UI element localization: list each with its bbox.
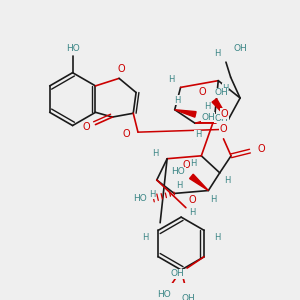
Text: H: H [214,233,220,242]
Text: H: H [153,149,159,158]
Text: H: H [210,196,216,205]
Text: O: O [117,64,125,74]
Text: H: H [224,176,230,185]
Text: O: O [82,122,90,132]
Text: O: O [189,195,196,205]
Text: HO: HO [157,290,171,299]
Text: H: H [223,84,229,93]
Text: O: O [220,124,227,134]
Text: H: H [174,96,181,105]
Text: O: O [220,109,228,118]
Text: OH: OH [171,269,184,278]
Polygon shape [212,99,229,119]
Text: OH: OH [214,114,228,123]
Text: H: H [142,233,148,242]
Text: OH: OH [233,44,247,53]
Polygon shape [195,118,216,123]
Polygon shape [175,110,196,117]
Text: O: O [257,144,265,154]
Text: OH: OH [201,113,215,122]
Text: HO: HO [133,194,147,203]
Text: OH: OH [182,294,196,300]
Text: H: H [205,102,211,111]
Polygon shape [190,174,208,190]
Text: H: H [214,49,220,58]
Text: H: H [195,130,201,139]
Text: H: H [168,75,174,84]
Text: H: H [176,182,182,190]
Text: H: H [149,190,155,199]
Text: H: H [189,208,196,217]
Text: O: O [199,87,206,97]
Text: HO: HO [171,167,185,176]
Text: O: O [123,129,130,139]
Text: O: O [182,160,190,170]
Text: HO: HO [66,44,80,52]
Text: OH: OH [214,88,228,98]
Text: H: H [190,159,197,168]
